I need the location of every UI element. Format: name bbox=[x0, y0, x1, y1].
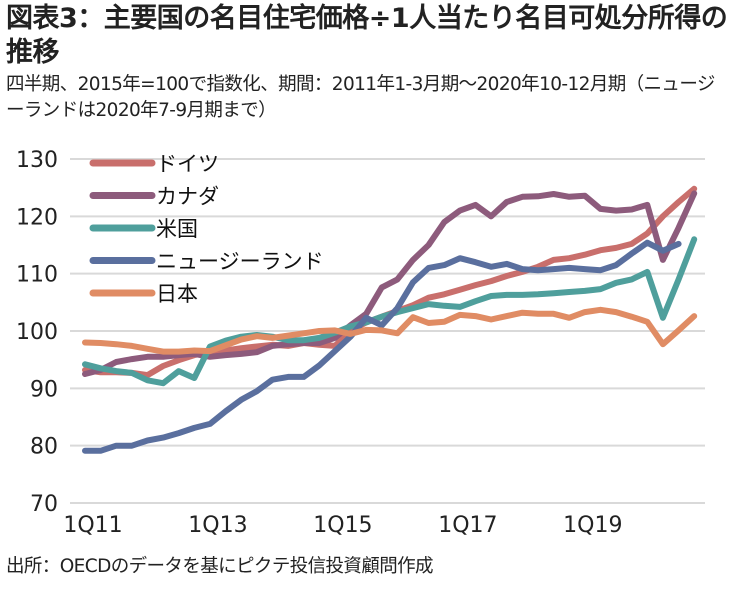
series-lines bbox=[82, 185, 698, 454]
legend-item-new-zealand: ニュージーランド bbox=[89, 250, 324, 274]
x-tick-label: 1Q13 bbox=[188, 513, 247, 538]
y-tick-label: 90 bbox=[30, 377, 58, 402]
y-axis-ticks: 70 80 90 100 110 120 130 bbox=[16, 148, 58, 517]
series-line-japan bbox=[82, 306, 698, 355]
source-note: 出所：OECDのデータを基にピクテ投信投資顧問作成 bbox=[6, 556, 434, 577]
y-tick-label: 100 bbox=[16, 320, 58, 345]
y-tick-label: 80 bbox=[30, 435, 58, 460]
legend-label: ドイツ bbox=[156, 152, 219, 176]
legend-item-germany: ドイツ bbox=[89, 152, 219, 176]
y-tick-label: 120 bbox=[16, 205, 58, 230]
series-line-canada bbox=[82, 190, 698, 377]
x-tick-label: 1Q17 bbox=[438, 513, 497, 538]
y-tick-label: 130 bbox=[16, 148, 58, 173]
series-line-new-zealand bbox=[82, 239, 682, 454]
chart-subtitle: 四半期、2015年=100で指数化、期間：2011年1-3月期～2020年10-… bbox=[6, 74, 715, 121]
x-tick-label: 1Q15 bbox=[313, 513, 372, 538]
y-tick-label: 70 bbox=[30, 492, 58, 517]
legend-label: 日本 bbox=[156, 282, 198, 306]
x-tick-label: 1Q11 bbox=[63, 513, 122, 538]
x-tick-label: 1Q19 bbox=[563, 513, 622, 538]
y-tick-label: 110 bbox=[16, 263, 58, 288]
legend-item-canada: カナダ bbox=[89, 185, 219, 209]
legend-item-japan: 日本 bbox=[89, 282, 198, 306]
legend-item-usa: 米国 bbox=[89, 217, 198, 241]
legend-label: カナダ bbox=[156, 185, 219, 209]
chart-title: 図表3：主要国の名目住宅価格÷1人当たり名目可処分所得の推移 bbox=[6, 3, 728, 68]
x-axis-ticks: 1Q11 1Q13 1Q15 1Q17 1Q19 bbox=[63, 513, 622, 538]
legend-label: ニュージーランド bbox=[156, 250, 324, 274]
legend-label: 米国 bbox=[156, 217, 198, 241]
